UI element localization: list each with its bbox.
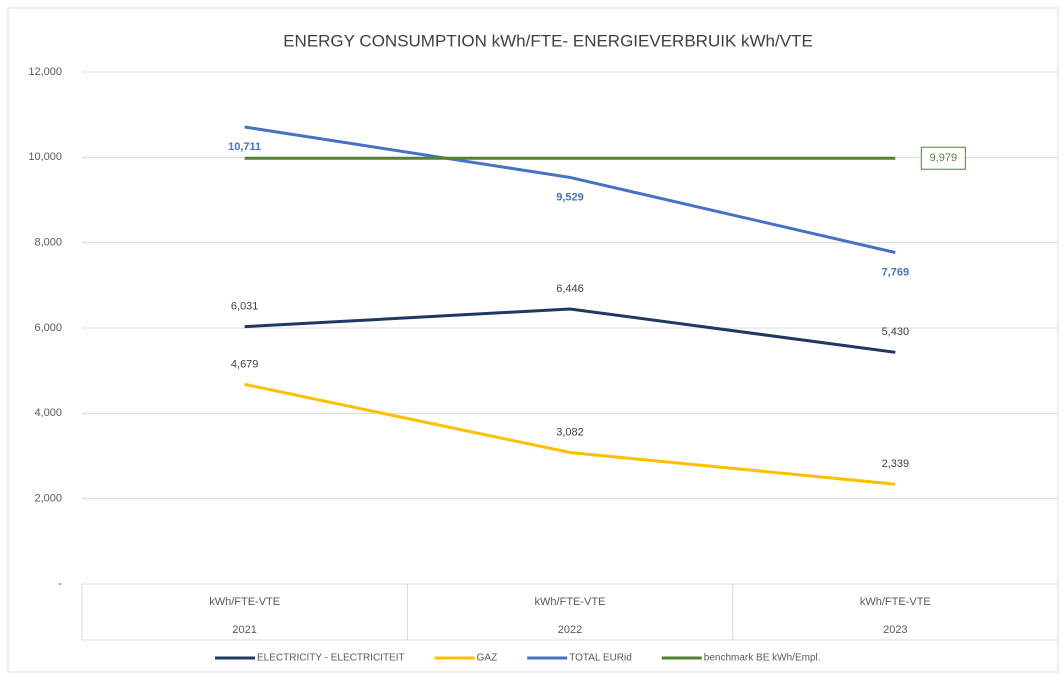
x-tick-label: kWh/FTE-VTE — [860, 596, 931, 608]
y-tick-label: 2,000 — [34, 493, 62, 505]
chart-title: ENERGY CONSUMPTION kWh/FTE- ENERGIEVERBR… — [283, 31, 813, 50]
x-tick-label: 2023 — [883, 624, 907, 636]
data-label: 4,679 — [231, 358, 259, 370]
legend-label: benchmark BE kWh/Empl. — [704, 653, 821, 664]
y-tick-label: - — [58, 578, 62, 590]
data-label: 2,339 — [882, 458, 910, 470]
x-tick-label: 2022 — [558, 624, 582, 636]
data-label: 5,430 — [882, 326, 910, 338]
data-label-box — [920, 146, 966, 170]
y-tick-label: 4,000 — [34, 407, 62, 419]
legend-label: GAZ — [477, 653, 498, 664]
chart-border — [7, 7, 1059, 673]
data-label: 6,446 — [556, 283, 584, 295]
series-line — [244, 125, 896, 254]
data-label: 9,979 — [930, 152, 958, 164]
y-tick-label: 6,000 — [34, 322, 62, 334]
y-tick-label: 10,000 — [28, 151, 62, 163]
legend-label: ELECTRICITY - ELECTRICITEIT — [257, 653, 405, 664]
data-label: 10,711 — [228, 141, 261, 153]
data-label: 9,529 — [556, 191, 584, 203]
series-line — [244, 382, 896, 486]
y-tick-label: 8,000 — [34, 237, 62, 249]
x-tick-label: 2021 — [232, 624, 256, 636]
x-tick-label: kWh/FTE-VTE — [209, 596, 280, 608]
y-tick-label: 12,000 — [28, 66, 62, 78]
data-label: 7,769 — [882, 266, 910, 278]
legend-label: TOTAL EURid — [569, 653, 632, 664]
data-label: 3,082 — [556, 426, 584, 438]
series-line — [244, 307, 896, 354]
data-label: 6,031 — [231, 301, 259, 313]
x-tick-label: kWh/FTE-VTE — [535, 596, 606, 608]
